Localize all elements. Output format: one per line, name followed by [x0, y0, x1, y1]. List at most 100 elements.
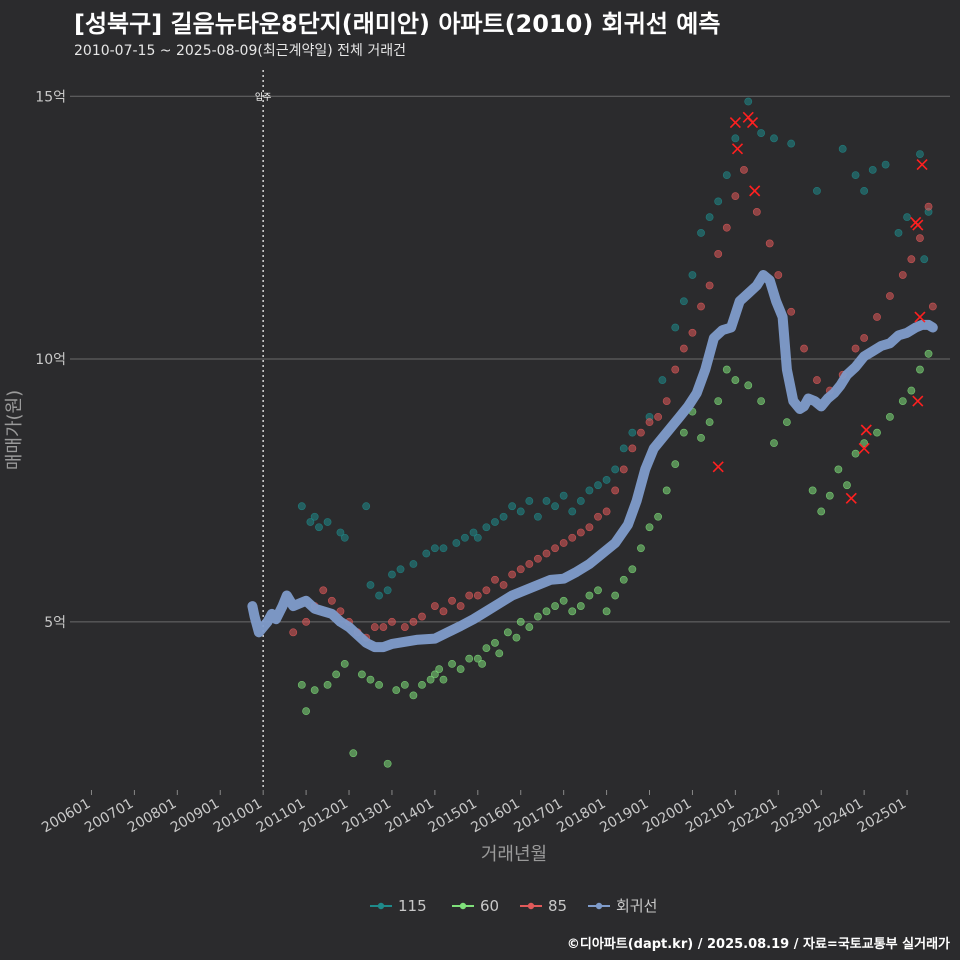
point-60	[843, 481, 851, 490]
point-60	[886, 412, 894, 421]
point-115	[491, 518, 499, 526]
point-85	[752, 207, 761, 216]
point-85	[473, 591, 482, 600]
point-85	[418, 612, 426, 621]
point-60	[744, 381, 753, 390]
point-85	[645, 418, 654, 427]
point-60	[757, 397, 766, 405]
highlight-cross-b	[914, 311, 926, 323]
point-60	[808, 486, 817, 495]
point-60	[400, 680, 409, 689]
point-85	[800, 344, 808, 353]
x-tick-label: 200801	[125, 796, 179, 837]
point-115	[619, 444, 628, 453]
point-60	[654, 512, 662, 521]
x-tick-label: 201401	[383, 796, 437, 837]
point-85	[456, 602, 465, 610]
point-60	[585, 591, 594, 600]
point-115	[920, 255, 929, 264]
point-115	[375, 591, 383, 600]
point-85	[388, 617, 396, 626]
highlight-marker	[916, 159, 928, 171]
point-85	[662, 397, 671, 405]
regression-line	[247, 270, 938, 653]
legend-dot	[459, 902, 467, 910]
point-60	[516, 617, 525, 626]
point-115	[297, 502, 306, 511]
point-60	[628, 565, 637, 574]
point-60	[907, 386, 916, 395]
highlight-cross-b	[712, 461, 724, 473]
point-115	[585, 486, 594, 495]
x-tick-label: 201301	[340, 796, 394, 837]
highlight-marker	[845, 492, 857, 504]
point-60	[439, 675, 448, 684]
point-115	[787, 139, 796, 148]
point-60	[340, 659, 349, 668]
point-115	[525, 497, 534, 505]
point-85	[542, 549, 551, 558]
point-115	[903, 213, 911, 222]
point-115	[306, 518, 315, 526]
point-60	[349, 749, 358, 758]
point-60	[323, 680, 332, 689]
point-115	[894, 229, 903, 237]
point-115	[430, 544, 439, 553]
point-60	[714, 397, 723, 405]
point-85	[628, 444, 637, 453]
point-115	[534, 512, 542, 521]
highlight-marker	[914, 311, 926, 323]
point-115	[516, 507, 525, 516]
x-tick-label: 201001	[211, 796, 265, 837]
point-115	[628, 428, 637, 437]
point-60	[482, 644, 491, 653]
point-115	[508, 502, 517, 511]
x-axis-ticks: 2006012007012008012009012010012011012012…	[39, 790, 909, 836]
point-85	[508, 570, 517, 579]
point-85	[873, 313, 881, 321]
point-60	[851, 449, 860, 458]
x-tick-label: 202201	[726, 796, 780, 837]
point-115	[813, 186, 821, 195]
point-85	[379, 623, 388, 631]
x-tick-label: 201201	[297, 796, 351, 837]
point-60	[705, 418, 714, 427]
grid-layer	[70, 95, 950, 623]
point-60	[731, 376, 740, 384]
x-axis-title: 거래년월	[481, 844, 547, 865]
point-60	[817, 507, 826, 516]
point-60	[602, 607, 611, 616]
point-60	[782, 418, 791, 427]
point-60	[645, 523, 654, 532]
legend-dot	[527, 902, 535, 910]
point-60	[297, 680, 306, 689]
point-85	[731, 192, 740, 201]
x-tick-label: 202401	[812, 796, 866, 837]
legend-item-115: 115	[370, 897, 427, 915]
x-tick-label: 201701	[511, 796, 565, 837]
x-tick-label: 200701	[82, 796, 136, 837]
point-115	[559, 491, 568, 500]
highlight-marker	[858, 442, 870, 454]
legend-dot	[595, 902, 603, 910]
highlight-marker	[749, 185, 761, 197]
point-115	[714, 197, 723, 206]
point-60	[495, 649, 504, 658]
point-60	[525, 623, 534, 631]
x-tick-label: 202101	[683, 796, 737, 837]
highlight-cross-b	[916, 159, 928, 171]
point-85	[654, 412, 662, 421]
point-85	[907, 255, 916, 264]
highlight-cross-b	[729, 116, 741, 129]
point-85	[525, 560, 534, 568]
point-85	[916, 234, 924, 243]
highlight-marker	[729, 116, 741, 129]
point-60	[456, 665, 465, 674]
point-60	[542, 607, 551, 616]
point-85	[289, 628, 298, 637]
point-60	[825, 491, 834, 500]
point-85	[370, 623, 379, 631]
point-85	[551, 544, 559, 553]
point-85	[619, 465, 628, 474]
